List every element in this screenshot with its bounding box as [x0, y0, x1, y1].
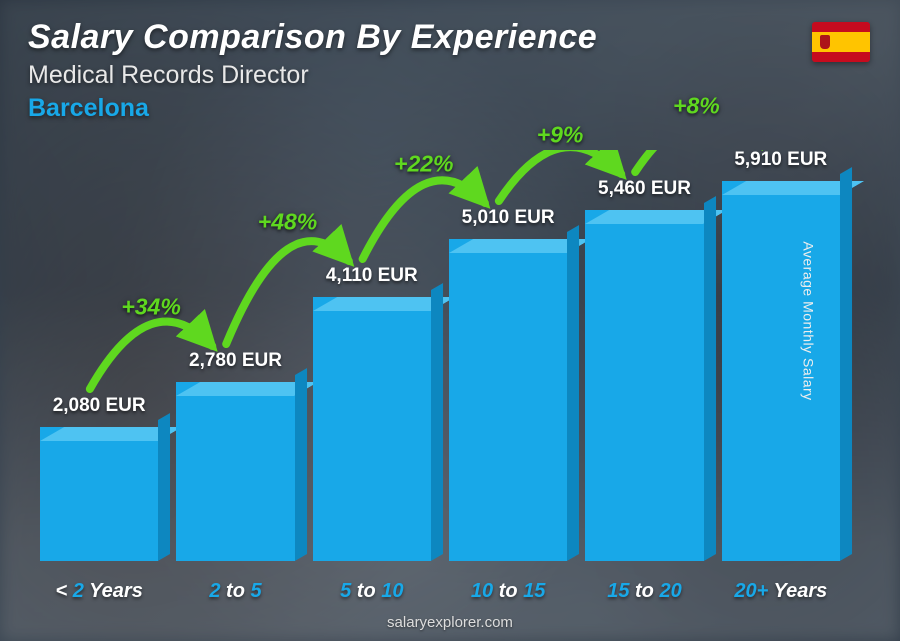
chart-location: Barcelona — [28, 94, 872, 123]
bar-value-label: 4,110 EUR — [326, 265, 418, 287]
bar — [176, 382, 294, 561]
bar-value-label: 5,910 EUR — [734, 149, 827, 171]
bar — [449, 239, 567, 561]
x-axis-category-label: < 2 Years — [40, 580, 158, 603]
x-axis-category-label: 10 to 15 — [449, 580, 567, 603]
flag-stripe — [812, 52, 870, 62]
x-axis-category-label: 15 to 20 — [585, 580, 703, 603]
bar — [585, 210, 703, 561]
bar — [313, 297, 431, 561]
bar-side-face — [840, 167, 852, 561]
bar-group: 2,080 EUR — [40, 395, 158, 561]
bar-group: 5,010 EUR — [449, 207, 567, 561]
flag-emblem — [820, 35, 830, 49]
flag-stripe — [812, 32, 870, 52]
bar-value-label: 5,010 EUR — [462, 207, 555, 229]
bar-side-face — [704, 196, 716, 561]
bar-group: 2,780 EUR — [176, 350, 294, 561]
bar-value-label: 2,080 EUR — [53, 395, 146, 417]
y-axis-label: Average Monthly Salary — [800, 241, 816, 400]
bar — [722, 181, 840, 561]
x-axis-category-label: 2 to 5 — [176, 580, 294, 603]
bar-side-face — [431, 283, 443, 561]
bar-chart: 2,080 EUR 2,780 EUR 4,110 EUR 5,010 EUR 5,46… — [40, 150, 840, 561]
flag-stripe — [812, 22, 870, 32]
bar-side-face — [567, 225, 579, 561]
x-axis-category-label: 5 to 10 — [313, 580, 431, 603]
bar-side-face — [158, 413, 170, 561]
footer-source: salaryexplorer.com — [0, 614, 900, 631]
bar-side-face — [295, 368, 307, 561]
bar-value-label: 5,460 EUR — [598, 178, 691, 200]
chart-title: Salary Comparison By Experience — [28, 18, 872, 57]
bar-value-label: 2,780 EUR — [189, 350, 282, 372]
bar-group: 5,460 EUR — [585, 178, 703, 561]
chart-subtitle: Medical Records Director — [28, 61, 872, 90]
header: Salary Comparison By Experience Medical … — [28, 18, 872, 123]
bar — [40, 427, 158, 561]
country-flag-icon — [812, 22, 870, 62]
bar-group: 5,910 EUR — [722, 149, 840, 561]
x-axis-labels: < 2 Years 2 to 5 5 to 10 10 to 15 15 to 20 20… — [40, 580, 840, 603]
bar-group: 4,110 EUR — [313, 265, 431, 561]
x-axis-category-label: 20+ Years — [722, 580, 840, 603]
